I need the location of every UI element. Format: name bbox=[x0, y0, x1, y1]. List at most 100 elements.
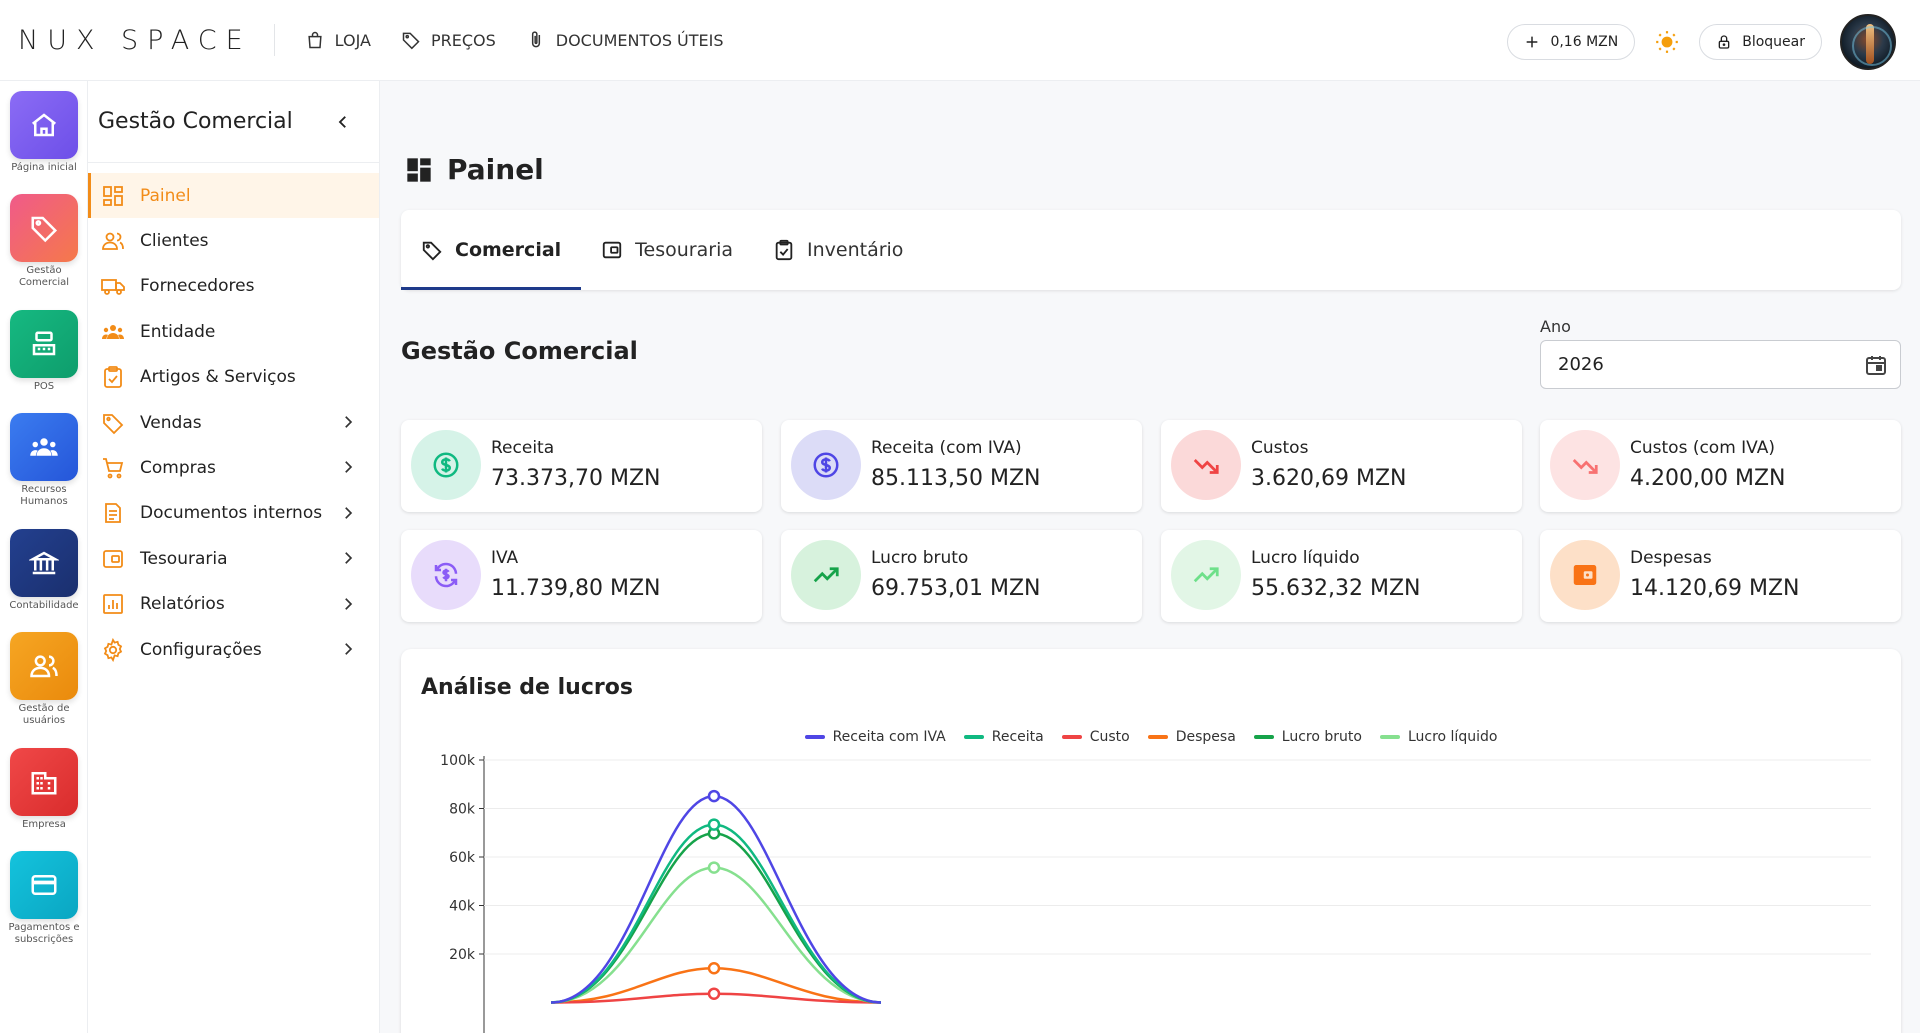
sidebar-item-compras[interactable]: Compras bbox=[88, 445, 379, 490]
legend-label: Despesa bbox=[1175, 729, 1236, 745]
topnav-documents-link[interactable]: DOCUMENTOS ÚTEIS bbox=[526, 30, 724, 50]
rail-item-payments[interactable]: Pagamentos e subscrições bbox=[0, 851, 88, 946]
sidebar-item-relatorios[interactable]: Relatórios bbox=[88, 582, 379, 627]
bar-chart-icon bbox=[100, 591, 126, 617]
avatar[interactable] bbox=[1840, 14, 1896, 70]
sidebar-menu: Painel Clientes Fornecedores Entidade Ar… bbox=[88, 163, 379, 672]
kpi-icon bbox=[1171, 430, 1241, 500]
dollar-circle-icon bbox=[813, 452, 839, 478]
document-icon bbox=[100, 500, 126, 526]
chevron-left-icon bbox=[338, 115, 346, 128]
brand-logo[interactable]: NUX SPACE bbox=[18, 24, 252, 56]
data-point[interactable] bbox=[707, 789, 721, 803]
sidebar-item-label: Entidade bbox=[140, 321, 216, 342]
legend-item[interactable]: Receita com IVA bbox=[804, 729, 946, 745]
kpi-label: IVA bbox=[491, 548, 519, 568]
kpi-icon bbox=[791, 540, 861, 610]
sidebar-item-vendas[interactable]: Vendas bbox=[88, 400, 379, 445]
rail-label: Empresa bbox=[22, 819, 66, 830]
tab-inventario[interactable]: Inventário bbox=[753, 210, 923, 290]
sidebar-item-documentos[interactable]: Documentos internos bbox=[88, 491, 379, 536]
clipboard-check-icon bbox=[775, 239, 793, 261]
sidebar-item-fornecedores[interactable]: Fornecedores bbox=[88, 264, 379, 309]
kpi-card-iva: IVA 11.739,80 MZN bbox=[401, 530, 762, 622]
sidebar-item-painel[interactable]: Painel bbox=[88, 173, 379, 219]
chevron-right-icon bbox=[345, 597, 353, 610]
legend-item[interactable]: Lucro bruto bbox=[1253, 729, 1362, 745]
rail-tile bbox=[10, 413, 78, 481]
kpi-icon bbox=[791, 430, 861, 500]
tab-label: Tesouraria bbox=[635, 239, 733, 261]
kpi-value: 3.620,69 MZN bbox=[1251, 466, 1407, 491]
tab-comercial[interactable]: Comercial bbox=[401, 210, 582, 290]
lock-button[interactable]: Bloquear bbox=[1699, 24, 1822, 60]
cash-register-icon bbox=[32, 331, 56, 356]
bank-icon bbox=[29, 551, 59, 575]
tab-bar: Comercial Tesouraria Inventário bbox=[401, 210, 1901, 290]
sidebar-item-entidade[interactable]: Entidade bbox=[88, 309, 379, 354]
kpi-card-lucro-liquido: Lucro líquido 55.632,32 MZN bbox=[1161, 530, 1522, 622]
page-title-text: Painel bbox=[447, 153, 544, 186]
rail-item-accounting[interactable]: Contabilidade bbox=[0, 529, 88, 612]
rail-item-company[interactable]: Empresa bbox=[0, 748, 88, 831]
y-tick-label: 40k bbox=[449, 899, 476, 915]
sun-icon bbox=[1656, 31, 1679, 53]
kpi-value: 73.373,70 MZN bbox=[491, 466, 661, 491]
legend-item[interactable]: Despesa bbox=[1147, 729, 1236, 745]
data-point[interactable] bbox=[707, 861, 721, 874]
sidebar-item-label: Artigos & Serviços bbox=[140, 367, 296, 388]
kpi-value: 85.113,50 MZN bbox=[871, 466, 1041, 491]
sidebar-item-artigos[interactable]: Artigos & Serviços bbox=[88, 355, 379, 400]
data-point[interactable] bbox=[707, 987, 721, 1000]
topnav-store-link[interactable]: LOJA bbox=[305, 30, 371, 50]
tab-tesouraria[interactable]: Tesouraria bbox=[581, 210, 753, 290]
year-picker[interactable]: 2026 bbox=[1540, 340, 1901, 389]
kpi-label: Lucro líquido bbox=[1251, 548, 1360, 568]
users-icon bbox=[30, 655, 58, 678]
profit-analysis-card: Análise de lucros Receita com IVA Receita… bbox=[401, 649, 1901, 1033]
kpi-card-receita-com-iva: Receita (com IVA) 85.113,50 MZN bbox=[781, 420, 1142, 512]
rail-label: Contabilidade bbox=[9, 600, 79, 611]
rail-item-pos[interactable]: POS bbox=[0, 310, 88, 393]
clients-icon bbox=[100, 228, 126, 254]
rail-item-user-management[interactable]: Gestão de usuários bbox=[0, 632, 88, 727]
y-tick-label: 100k bbox=[440, 753, 476, 769]
rail-label: Gestão Comercial bbox=[18, 265, 70, 288]
sidebar-item-configuracoes[interactable]: Configurações bbox=[88, 627, 379, 672]
y-tick-label: 20k bbox=[449, 947, 476, 963]
topnav-store-label: LOJA bbox=[334, 30, 371, 50]
balance-button[interactable]: 0,16 MZN bbox=[1507, 24, 1636, 60]
rail-label: Pagamentos e subscrições bbox=[8, 922, 80, 945]
theme-toggle[interactable] bbox=[1653, 28, 1681, 56]
home-icon bbox=[31, 113, 57, 137]
group-icon bbox=[100, 319, 126, 345]
sidebar-header: Gestão Comercial bbox=[88, 81, 379, 163]
collapse-sidebar-button[interactable] bbox=[331, 110, 355, 134]
sidebar-item-label: Fornecedores bbox=[140, 276, 255, 297]
legend-item[interactable]: Lucro líquido bbox=[1379, 729, 1497, 745]
wallet-icon bbox=[1573, 565, 1597, 585]
sidebar-item-label: Vendas bbox=[140, 412, 202, 433]
tag-icon bbox=[31, 216, 58, 243]
calendar-icon[interactable] bbox=[1864, 353, 1888, 377]
sidebar-item-label: Painel bbox=[140, 185, 191, 206]
price-tag-icon bbox=[402, 32, 420, 50]
sidebar-item-tesouraria[interactable]: Tesouraria bbox=[88, 536, 379, 581]
legend-swatch bbox=[1379, 735, 1400, 739]
kpi-icon bbox=[1550, 540, 1620, 610]
rail-item-home[interactable]: Página inicial bbox=[0, 91, 88, 174]
legend-item[interactable]: Custo bbox=[1061, 729, 1130, 745]
legend-item[interactable]: Receita bbox=[963, 729, 1044, 745]
trend-down-icon bbox=[1193, 459, 1219, 474]
dashboard-icon bbox=[100, 183, 126, 209]
series-line bbox=[550, 866, 882, 1004]
sidebar-item-clientes[interactable]: Clientes bbox=[88, 218, 379, 263]
data-point[interactable] bbox=[707, 818, 721, 831]
topnav-prices-link[interactable]: PREÇOS bbox=[401, 30, 496, 50]
rail-item-commercial[interactable]: Gestão Comercial bbox=[0, 194, 88, 289]
data-point[interactable] bbox=[707, 962, 721, 975]
rail-item-hr[interactable]: Recursos Humanos bbox=[0, 413, 88, 508]
rail-tile bbox=[10, 91, 78, 159]
chart-legend: Receita com IVA Receita Custo Despesa Lucro … bbox=[401, 729, 1901, 745]
cart-icon bbox=[100, 455, 126, 481]
